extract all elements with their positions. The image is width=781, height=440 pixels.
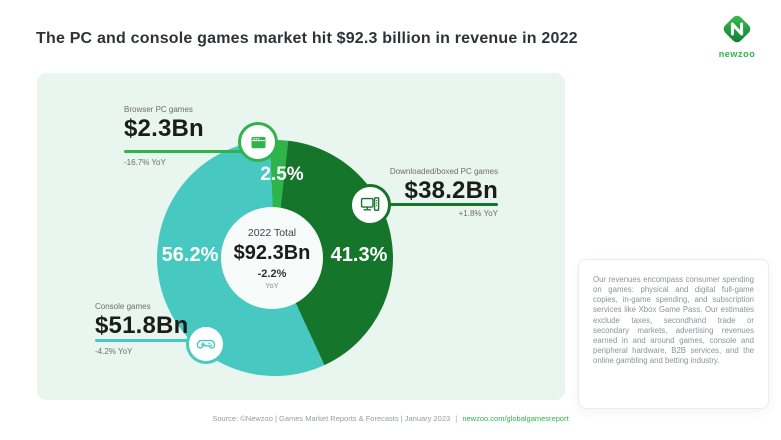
browser-connector-line bbox=[124, 150, 242, 153]
browser-segment-name: Browser PC games bbox=[124, 105, 193, 114]
slice-label-browser: 2.5% bbox=[260, 164, 304, 185]
downloaded-segment-name: Downloaded/boxed PC games bbox=[389, 167, 498, 176]
center-yoy-suffix: YoY bbox=[265, 280, 279, 290]
newzoo-logo: newzoo bbox=[706, 10, 768, 59]
console-segment-yoy: -4.2% YoY bbox=[95, 347, 133, 356]
downloaded-icon-badge bbox=[349, 184, 391, 226]
methodology-note-text: Our revenues encompass consumer spending… bbox=[593, 275, 754, 365]
donut-center: 2022 Total $92.3Bn -2.2% YoY bbox=[221, 207, 323, 309]
browser-segment-value: $2.3Bn bbox=[124, 115, 204, 142]
source-separator: | bbox=[455, 414, 458, 423]
console-icon-badge bbox=[186, 324, 226, 364]
downloaded-segment-yoy: +1.8% YoY bbox=[458, 209, 498, 218]
console-connector-line bbox=[95, 339, 188, 342]
methodology-note: Our revenues encompass consumer spending… bbox=[578, 259, 769, 409]
desktop-pc-icon bbox=[360, 197, 380, 212]
center-yoy-value: -2.2% bbox=[257, 267, 287, 280]
page-title: The PC and console games market hit $92.… bbox=[36, 30, 578, 47]
center-year-label: 2022 Total bbox=[247, 226, 297, 239]
newzoo-diamond-icon bbox=[723, 15, 751, 43]
report-link[interactable]: newzoo.com/globalgamesreport bbox=[462, 414, 569, 423]
console-segment-name: Console games bbox=[95, 302, 151, 311]
source-footer: Source: ©Newzoo | Games Market Reports &… bbox=[0, 414, 781, 423]
slice-label-downloaded: 41.3% bbox=[330, 244, 388, 266]
slice-label-console: 56.2% bbox=[161, 244, 219, 266]
browser-segment-yoy: -16.7% YoY bbox=[124, 158, 166, 167]
browser-window-icon bbox=[251, 136, 265, 148]
downloaded-segment-value: $38.2Bn bbox=[404, 177, 498, 204]
downloaded-connector-line bbox=[390, 203, 498, 206]
gamepad-icon bbox=[196, 339, 216, 349]
newzoo-wordmark: newzoo bbox=[718, 49, 756, 59]
center-total-value: $92.3Bn bbox=[233, 241, 311, 264]
source-text: Source: ©Newzoo | Games Market Reports &… bbox=[212, 414, 451, 423]
browser-icon-badge bbox=[238, 122, 278, 162]
console-segment-value: $51.8Bn bbox=[95, 312, 189, 339]
